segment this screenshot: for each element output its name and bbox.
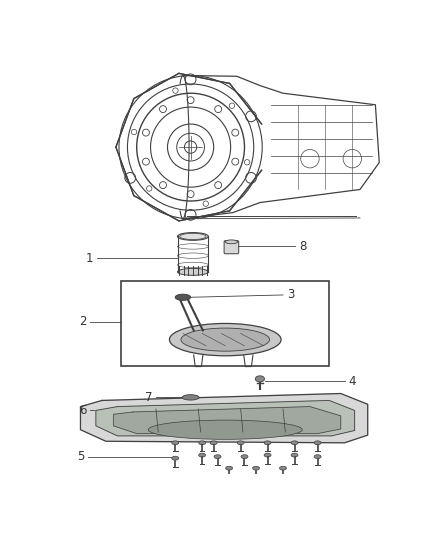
Text: 2: 2 [79,316,87,328]
Ellipse shape [148,420,302,439]
Text: 4: 4 [349,375,356,387]
Ellipse shape [177,269,208,276]
Ellipse shape [314,455,321,458]
Ellipse shape [214,455,221,458]
Ellipse shape [177,232,208,240]
Ellipse shape [291,441,298,445]
Text: 1: 1 [85,252,93,264]
Ellipse shape [255,376,265,382]
Ellipse shape [172,456,179,460]
Ellipse shape [291,453,298,457]
Ellipse shape [241,455,248,458]
Ellipse shape [253,466,259,470]
Text: 7: 7 [145,391,152,404]
Ellipse shape [225,240,237,244]
Text: 5: 5 [77,450,85,463]
Ellipse shape [264,453,271,457]
Ellipse shape [199,441,205,445]
Text: 3: 3 [287,288,294,302]
Ellipse shape [226,466,233,470]
Ellipse shape [172,441,179,445]
Ellipse shape [170,324,281,356]
Ellipse shape [210,441,217,445]
Ellipse shape [181,328,269,351]
Polygon shape [81,393,367,443]
Ellipse shape [237,441,244,445]
Ellipse shape [199,453,205,457]
Ellipse shape [279,466,286,470]
Ellipse shape [182,394,199,400]
Ellipse shape [264,441,271,445]
Text: 6: 6 [79,404,87,417]
Polygon shape [113,407,341,433]
FancyBboxPatch shape [224,241,239,254]
Bar [121,281,329,366]
Ellipse shape [314,441,321,445]
Text: 8: 8 [299,240,307,253]
Ellipse shape [175,294,191,301]
Polygon shape [96,400,355,436]
